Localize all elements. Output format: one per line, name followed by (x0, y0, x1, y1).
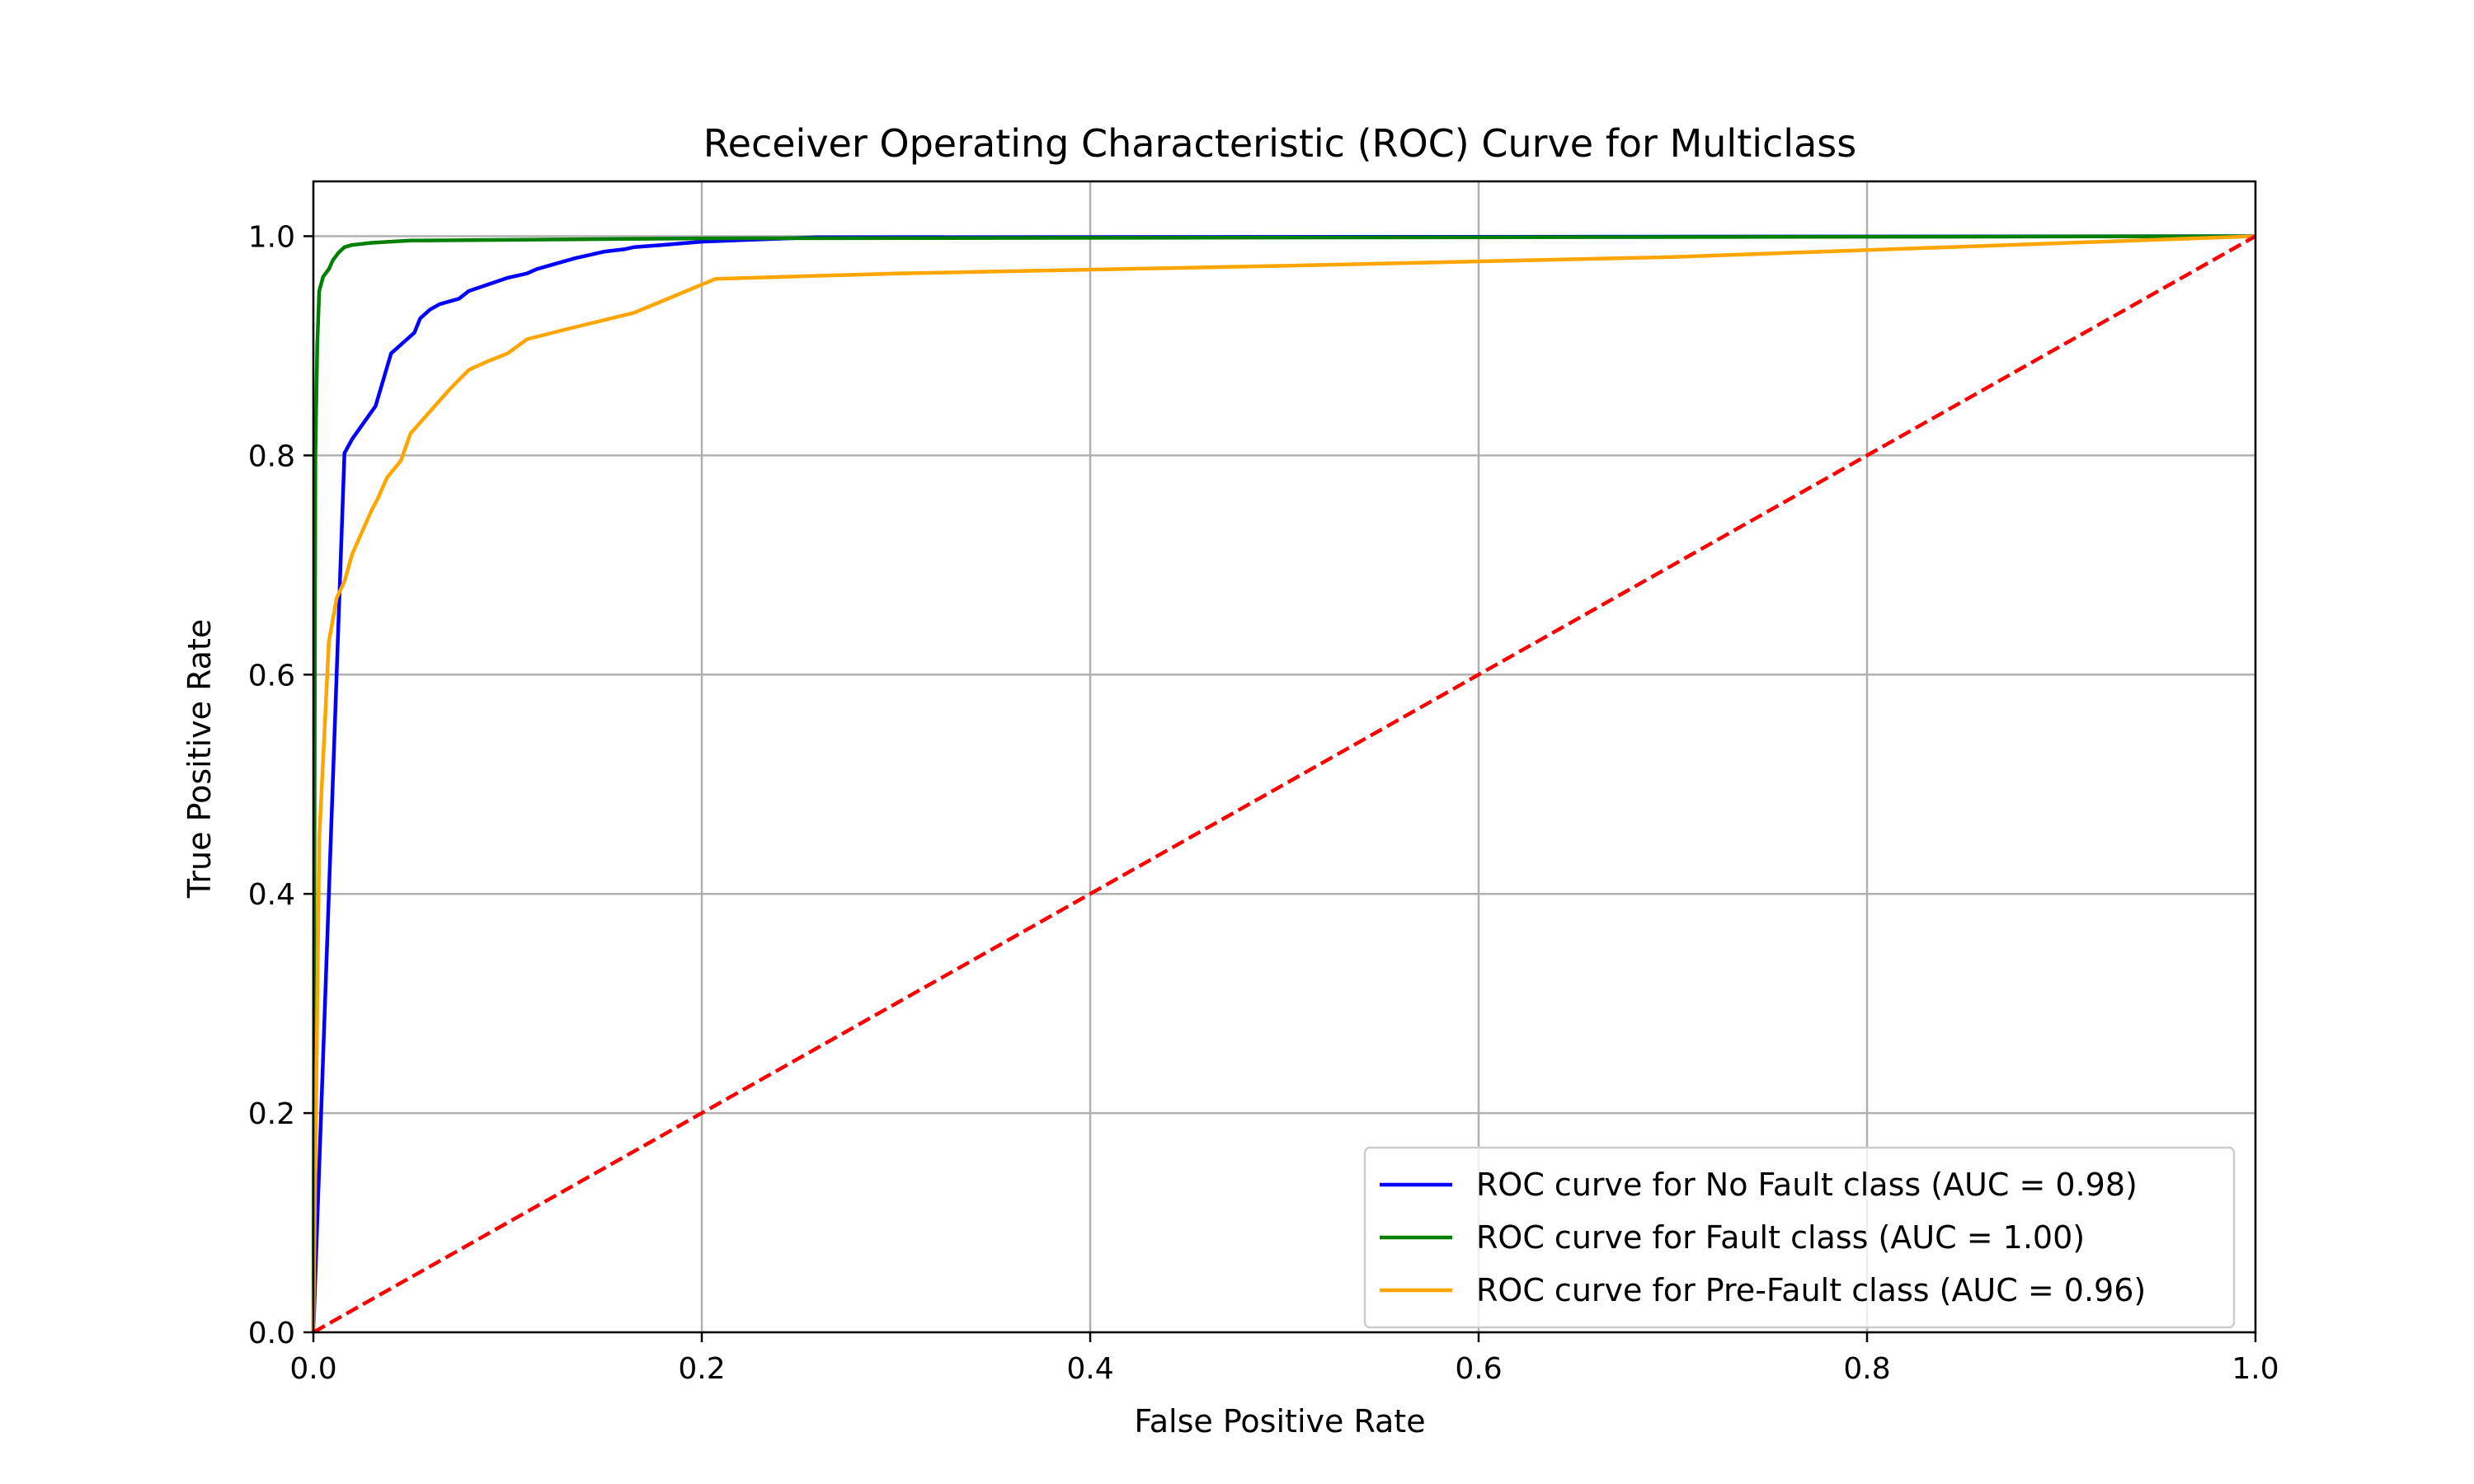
legend-entry-2: ROC curve for Pre-Fault class (AUC = 0.9… (1476, 1272, 2146, 1308)
x-tick-label: 0.8 (1843, 1352, 1890, 1386)
x-tick-label: 1.0 (2232, 1352, 2279, 1386)
axis-ticks: 0.0 0.2 0.4 0.6 0.8 1.0 0.0 0.2 0.4 0.6 0.8 1.0 (248, 220, 2279, 1386)
y-tick-label: 1.0 (248, 220, 295, 254)
chart-title: Receiver Operating Characteristic (ROC) … (703, 121, 1856, 166)
y-axis-label: True Positive Rate (181, 619, 218, 899)
y-tick-label: 0.6 (248, 659, 295, 693)
series-line-2 (311, 234, 2256, 1333)
plot-frame (312, 180, 2257, 1334)
chance-diagonal-line (312, 234, 2257, 1334)
x-tick-label: 0.4 (1066, 1352, 1113, 1386)
legend-box (1363, 1146, 2236, 1329)
x-tick-label: 0.6 (1455, 1352, 1502, 1386)
y-tick-label: 0.8 (248, 439, 295, 473)
x-tick-label: 0.2 (678, 1352, 725, 1386)
legend-entry-0: ROC curve for No Fault class (AUC = 0.98… (1476, 1167, 2138, 1203)
series-line-1 (311, 234, 2256, 1333)
x-axis-label: False Positive Rate (1134, 1403, 1425, 1439)
series-line-0 (311, 234, 2256, 1333)
legend-entry-1: ROC curve for Fault class (AUC = 1.00) (1476, 1219, 2085, 1256)
plot-series (311, 234, 2257, 1334)
legend: ROC curve for No Fault class (AUC = 0.98… (1363, 1146, 2236, 1329)
y-tick-label: 0.2 (248, 1097, 295, 1131)
y-tick-label: 0.0 (248, 1317, 295, 1350)
y-tick-label: 0.4 (248, 878, 295, 912)
x-tick-label: 0.0 (289, 1352, 336, 1386)
